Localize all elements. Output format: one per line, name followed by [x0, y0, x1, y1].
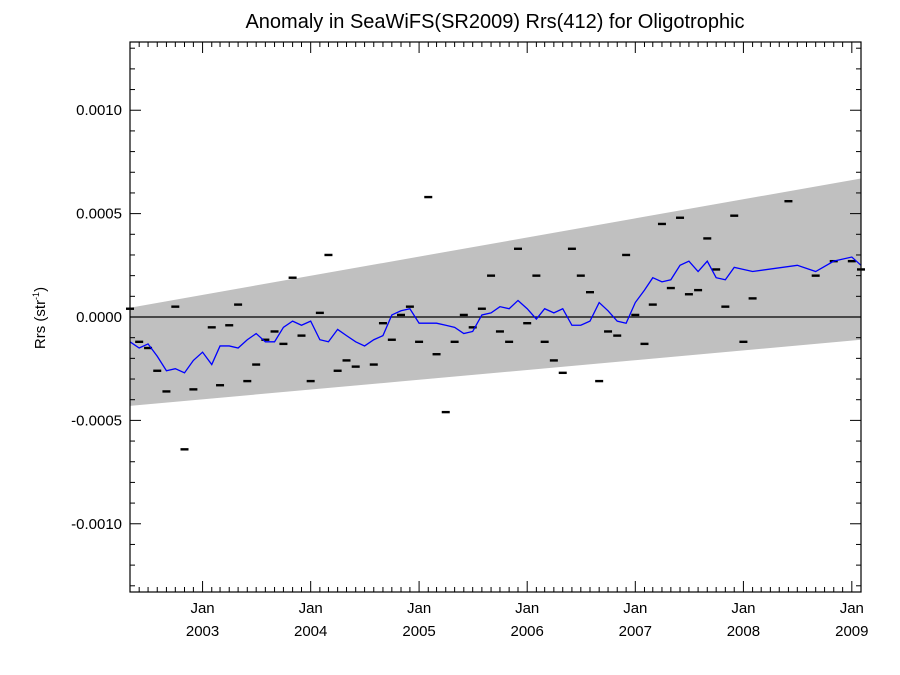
x-tick-month-label: Jan — [299, 600, 323, 617]
y-axis-label-main: Rrs (str — [32, 300, 49, 349]
y-tick-label: 0.0000 — [76, 309, 122, 326]
x-tick-year-label: 2006 — [511, 623, 544, 640]
chart-title: Anomaly in SeaWiFS(SR2009) Rrs(412) for … — [245, 11, 744, 33]
x-tick-year-label: 2007 — [619, 623, 652, 640]
y-tick-label: -0.0005 — [71, 412, 122, 429]
x-tick-year-label: 2009 — [835, 623, 868, 640]
axes: 0.0010 0.0005 0.0000 -0.0005 -0.0010 Jan 2003 J… — [71, 41, 869, 640]
x-tick-year-label: 2003 — [186, 623, 219, 640]
x-tick-year-label: 2004 — [294, 623, 327, 640]
x-tick-year-label: 2005 — [402, 623, 435, 640]
y-tick-label: 0.0010 — [76, 102, 122, 119]
x-tick-month-label: Jan — [407, 600, 431, 617]
x-tick-month-label: Jan — [840, 600, 864, 617]
trend-line — [129, 256, 862, 374]
y-tick-label: 0.0005 — [76, 206, 122, 223]
plot-area — [126, 178, 865, 451]
y-axis-label-close: ) — [32, 287, 49, 292]
envelope-band — [130, 178, 861, 406]
y-tick-label: -0.0010 — [71, 516, 122, 533]
x-tick-month-label: Jan — [623, 600, 647, 617]
x-tick-month-label: Jan — [190, 600, 214, 617]
x-tick-month-label: Jan — [515, 600, 539, 617]
x-tick-month-label: Jan — [731, 600, 755, 617]
y-axis-label-sup: -1 — [31, 292, 41, 300]
x-tick-year-label: 2008 — [727, 623, 760, 640]
y-axis-label: Rrs (str-1) — [31, 287, 49, 349]
